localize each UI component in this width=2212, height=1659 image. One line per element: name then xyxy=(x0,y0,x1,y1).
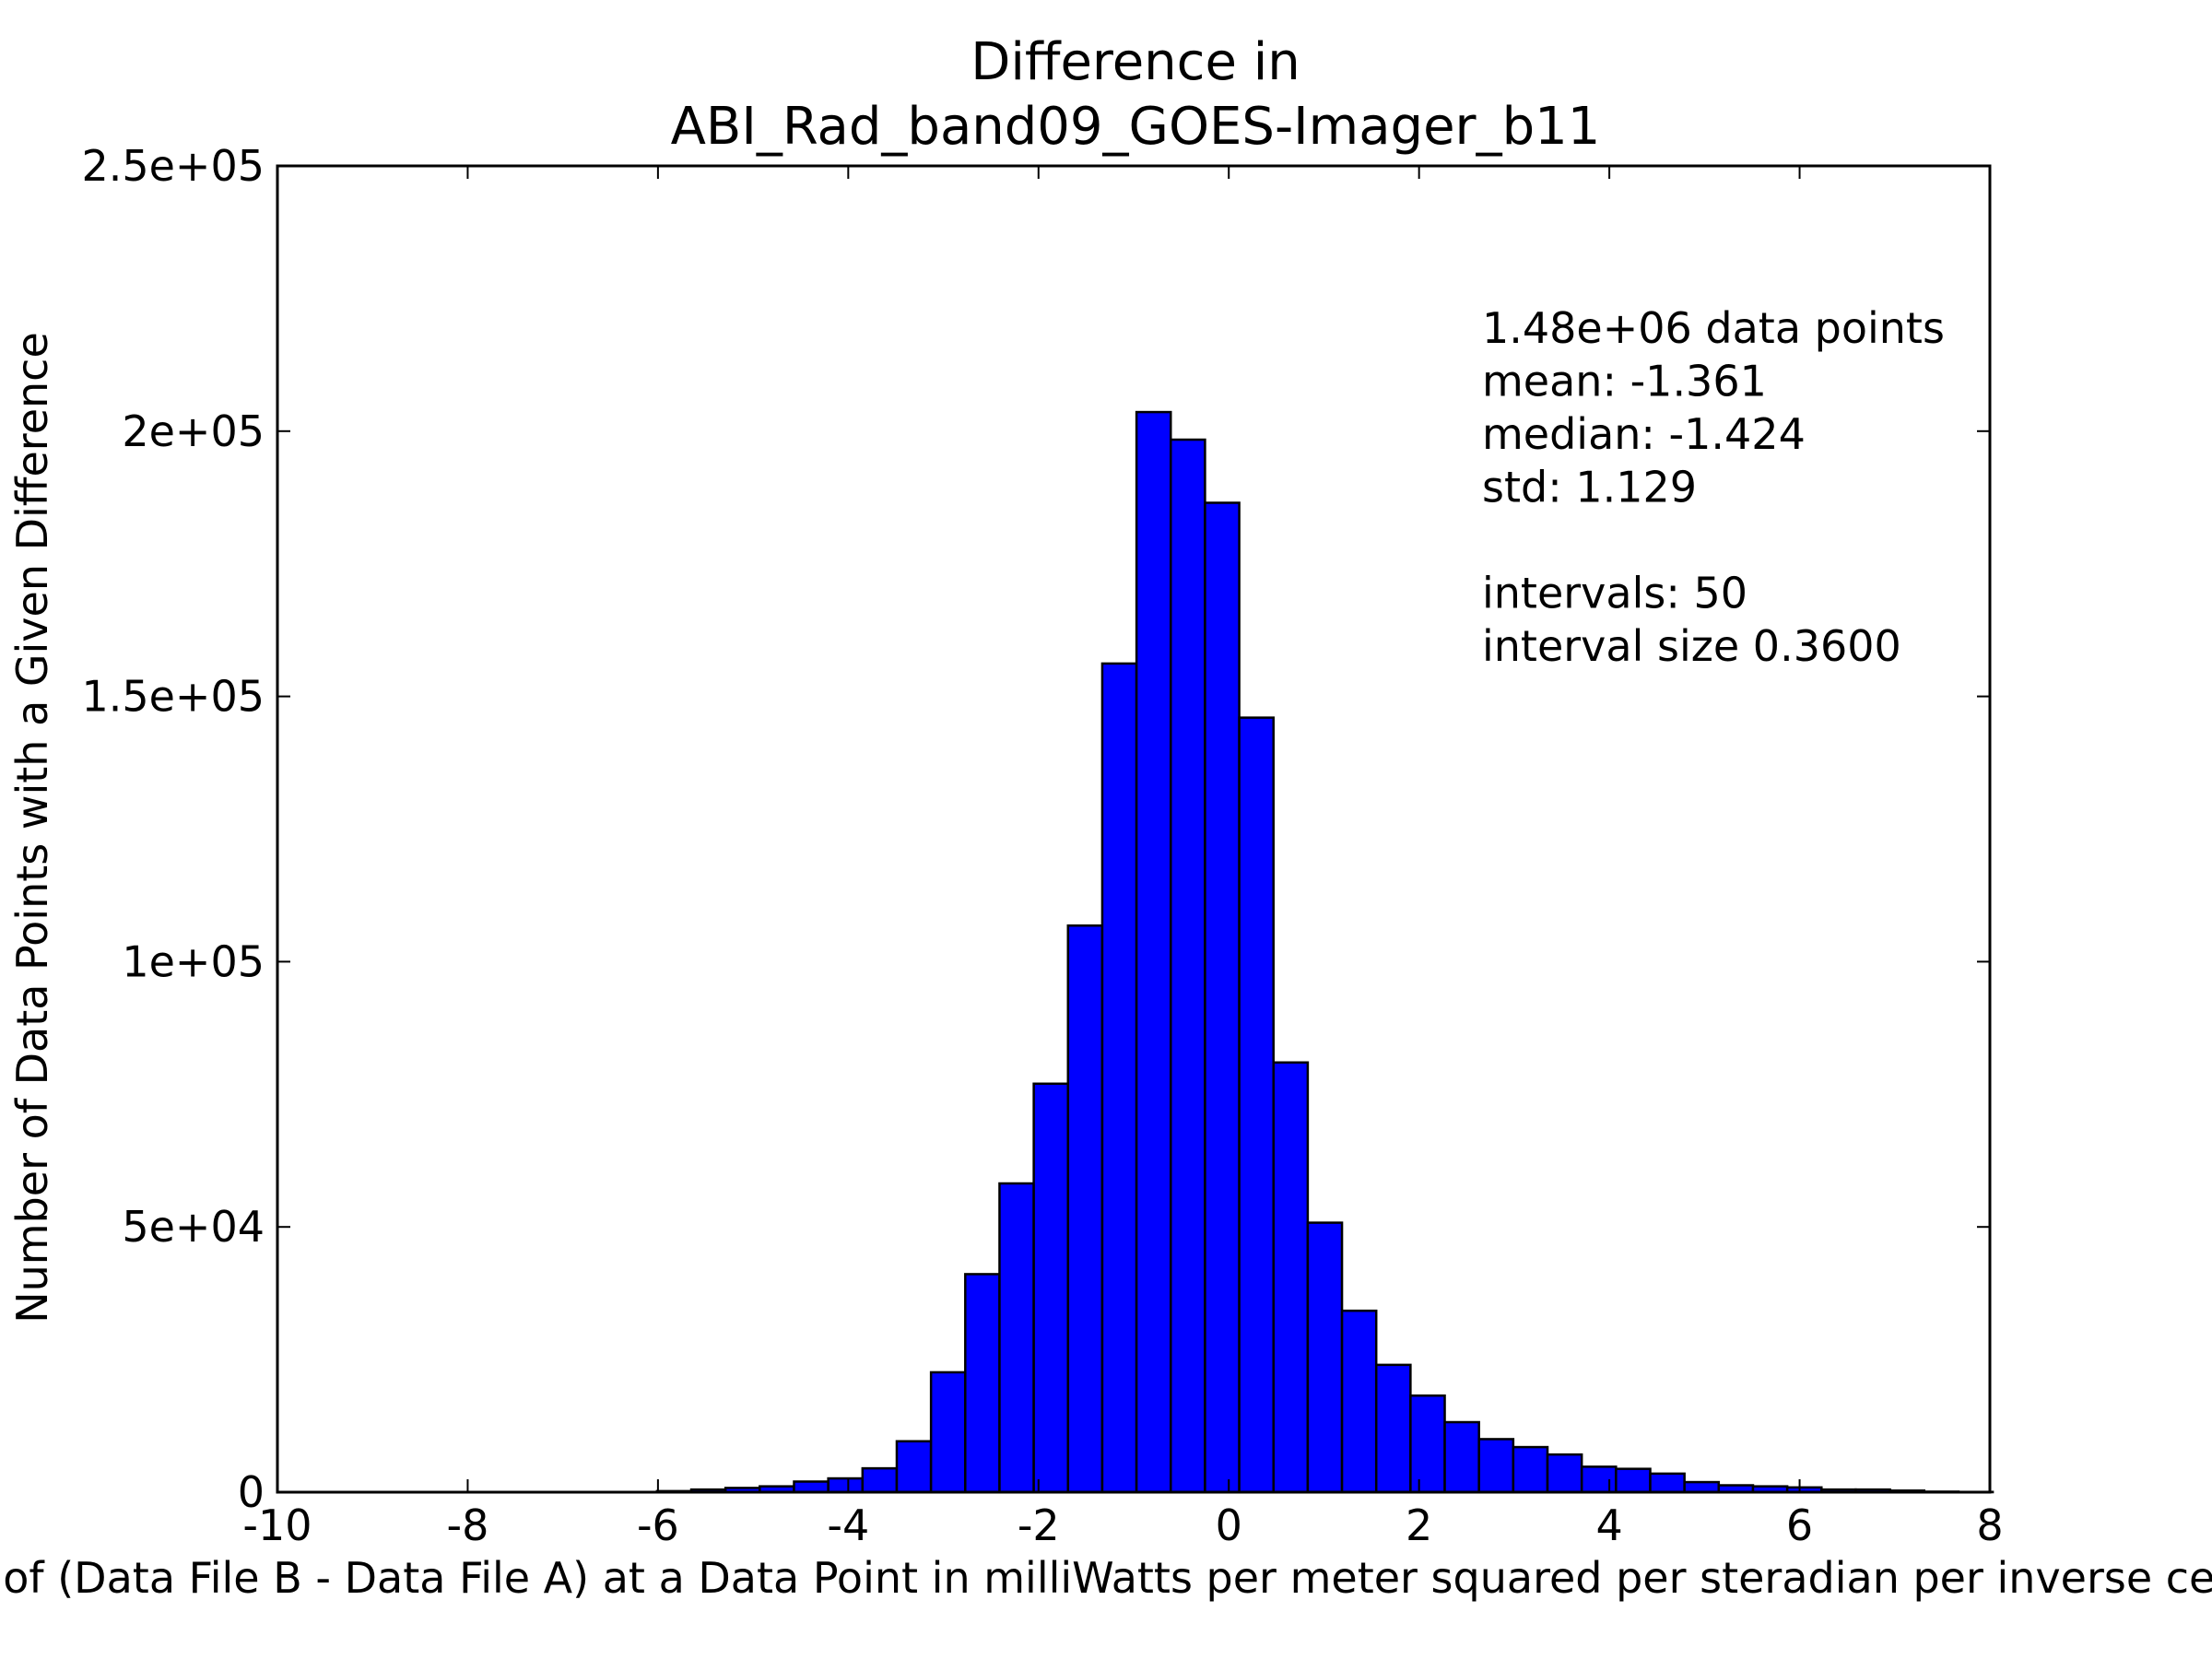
histogram-bar xyxy=(1032,1082,1070,1494)
stats-line: mean: -1.361 xyxy=(1482,357,1767,406)
x-tick-label: -4 xyxy=(827,1500,869,1550)
chart-title: Difference in ABI_Rad_band09_GOES-Imager… xyxy=(671,32,1601,157)
x-tick-label: -2 xyxy=(1018,1500,1060,1550)
stats-line: std: 1.129 xyxy=(1482,463,1697,512)
histogram-bar xyxy=(998,1182,1035,1494)
histogram-bar xyxy=(1272,1061,1310,1494)
histogram-bar xyxy=(861,1466,899,1494)
chart-title-line-2: ABI_Rad_band09_GOES-Imager_b11 xyxy=(671,97,1601,157)
x-axis-tick-labels: -10 -8 -6 -4 -2 0 2 4 6 8 xyxy=(242,1500,2003,1550)
histogram-bar xyxy=(1649,1472,1686,1494)
y-axis-label: Number of Data Points with a Given Diffe… xyxy=(7,332,57,1324)
histogram-bar xyxy=(1170,438,1206,1494)
x-tick-label: -6 xyxy=(637,1500,679,1550)
x-tick-label: -10 xyxy=(242,1500,312,1550)
histogram-bar xyxy=(1340,1309,1378,1494)
histogram-bar xyxy=(1204,501,1241,1494)
x-tick-label: 8 xyxy=(1976,1500,2003,1550)
histogram-bar xyxy=(895,1440,933,1494)
x-tick-label: 2 xyxy=(1406,1500,1432,1550)
x-tick-label: 6 xyxy=(1786,1500,1813,1550)
stats-line: 1.48e+06 data points xyxy=(1482,303,1945,353)
y-axis-tick-labels: 0 5e+04 1e+05 1.5e+05 2e+05 2.5e+05 xyxy=(81,141,265,1517)
histogram-bar xyxy=(1580,1465,1618,1494)
histogram-bar xyxy=(1238,716,1275,1494)
histogram-bar xyxy=(1135,410,1172,1494)
histogram-bar xyxy=(1066,924,1104,1494)
histogram-bar xyxy=(1374,1363,1412,1494)
histogram-bar xyxy=(1409,1394,1446,1494)
y-tick-label: 2.5e+05 xyxy=(81,141,265,191)
histogram-bar xyxy=(1306,1221,1344,1494)
histogram-bar xyxy=(1546,1453,1583,1494)
histogram-bar xyxy=(1683,1480,1721,1494)
stats-line: interval size 0.3600 xyxy=(1482,621,1901,671)
y-tick-label: 5e+04 xyxy=(122,1202,265,1252)
plot-frame xyxy=(276,164,1992,1494)
histogram-bar xyxy=(1443,1420,1480,1494)
x-tick-label: 0 xyxy=(1216,1500,1242,1550)
histogram-bar xyxy=(1100,662,1138,1494)
x-tick-label: -8 xyxy=(447,1500,489,1550)
histogram-bar xyxy=(827,1477,865,1494)
stats-line: median: -1.424 xyxy=(1482,409,1806,459)
histogram-bar xyxy=(1477,1438,1515,1494)
histogram-bar xyxy=(1615,1467,1652,1494)
y-tick-label: 1.5e+05 xyxy=(81,672,265,722)
histogram-bar xyxy=(1512,1445,1549,1494)
x-tick-label: 4 xyxy=(1595,1500,1622,1550)
x-axis-label: Value of (Data File B - Data File A) at … xyxy=(0,1553,2212,1603)
chart-title-line-1: Difference in xyxy=(971,32,1300,92)
histogram-bar xyxy=(964,1273,1001,1494)
y-tick-label: 2e+05 xyxy=(122,406,265,456)
histogram-bar xyxy=(793,1480,830,1494)
stats-line: intervals: 50 xyxy=(1482,569,1747,618)
histogram-bar xyxy=(929,1371,967,1494)
histogram-bars xyxy=(655,410,1994,1494)
y-tick-label: 0 xyxy=(238,1467,265,1517)
y-tick-label: 1e+05 xyxy=(122,936,265,986)
